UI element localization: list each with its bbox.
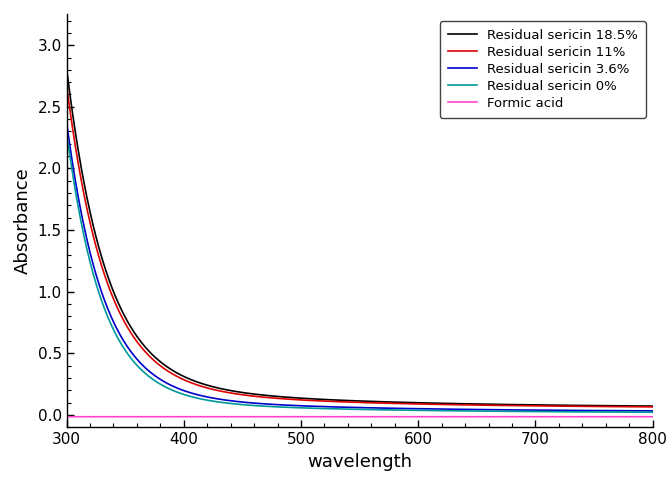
Residual sericin 0% xyxy=(332,406,340,412)
Line: Residual sericin 11%: Residual sericin 11% xyxy=(67,85,653,407)
Line: Residual sericin 3.6%: Residual sericin 3.6% xyxy=(67,122,653,411)
Residual sericin 0% xyxy=(631,409,639,415)
Residual sericin 0% xyxy=(649,409,657,415)
Residual sericin 18.5% xyxy=(348,398,356,404)
Residual sericin 18.5% xyxy=(649,403,657,409)
Residual sericin 11% xyxy=(348,399,356,405)
Formic acid xyxy=(631,414,639,420)
Formic acid xyxy=(348,414,356,420)
Residual sericin 0% xyxy=(524,408,532,414)
Residual sericin 3.6% xyxy=(348,405,356,410)
Formic acid xyxy=(524,414,532,420)
X-axis label: wavelength: wavelength xyxy=(307,453,412,470)
Formic acid xyxy=(63,414,71,420)
Line: Residual sericin 18.5%: Residual sericin 18.5% xyxy=(67,69,653,406)
Residual sericin 18.5% xyxy=(63,66,71,72)
Formic acid xyxy=(631,414,639,420)
Residual sericin 11% xyxy=(332,399,340,405)
Residual sericin 11% xyxy=(63,83,71,88)
Residual sericin 18.5% xyxy=(631,403,639,409)
Residual sericin 3.6% xyxy=(649,408,657,414)
Residual sericin 18.5% xyxy=(524,402,532,408)
Residual sericin 3.6% xyxy=(63,120,71,125)
Y-axis label: Absorbance: Absorbance xyxy=(14,168,32,274)
Residual sericin 0% xyxy=(348,407,356,412)
Legend: Residual sericin 18.5%, Residual sericin 11%, Residual sericin 3.6%, Residual se: Residual sericin 18.5%, Residual sericin… xyxy=(440,21,646,118)
Formic acid xyxy=(332,414,340,420)
Residual sericin 18.5% xyxy=(631,403,639,409)
Formic acid xyxy=(93,414,101,420)
Residual sericin 0% xyxy=(93,282,101,288)
Formic acid xyxy=(649,414,657,420)
Residual sericin 11% xyxy=(524,403,532,408)
Line: Residual sericin 0%: Residual sericin 0% xyxy=(67,132,653,412)
Residual sericin 3.6% xyxy=(631,408,639,414)
Residual sericin 18.5% xyxy=(93,236,101,241)
Residual sericin 11% xyxy=(631,404,639,409)
Residual sericin 11% xyxy=(649,404,657,410)
Residual sericin 3.6% xyxy=(524,407,532,413)
Residual sericin 11% xyxy=(93,245,101,251)
Residual sericin 11% xyxy=(631,404,639,409)
Residual sericin 0% xyxy=(63,129,71,135)
Residual sericin 3.6% xyxy=(332,404,340,410)
Residual sericin 0% xyxy=(631,409,639,415)
Residual sericin 3.6% xyxy=(93,273,101,279)
Residual sericin 18.5% xyxy=(332,397,340,403)
Residual sericin 3.6% xyxy=(631,408,639,414)
